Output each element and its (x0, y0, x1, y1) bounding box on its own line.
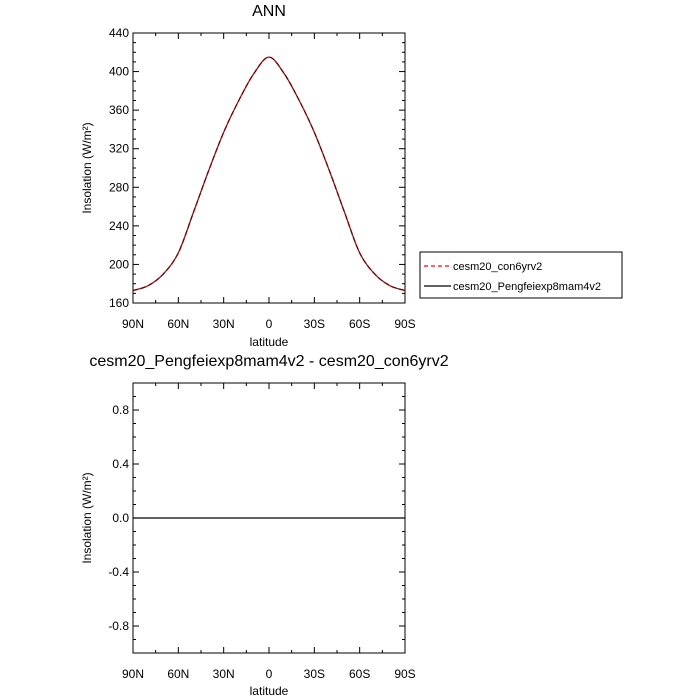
legend-label-con6yrv2: cesm20_con6yrv2 (453, 261, 542, 273)
x-tick-label: 90S (394, 667, 415, 681)
legend-label-pengfei: cesm20_Pengfeiexp8mam4v2 (453, 281, 601, 293)
x-tick-label: 90N (122, 667, 144, 681)
y-tick-label: 240 (109, 219, 129, 233)
x-tick-label: 0 (266, 317, 273, 331)
y-tick-label: 200 (109, 257, 129, 271)
y-tick-label: 0.4 (112, 457, 129, 471)
series-line-cesm20_Pengfeiexp8mam4v2 (132, 56, 406, 292)
y-tick-label: 160 (109, 296, 129, 310)
x-tick-label: 30N (213, 667, 235, 681)
top-chart-title: ANN (252, 3, 286, 20)
x-tick-label: 30N (213, 317, 235, 331)
bottom-chart-title: cesm20_Pengfeiexp8mam4v2 - cesm20_con6yr… (89, 353, 448, 370)
y-tick-label: 400 (109, 65, 129, 79)
bottom-x-axis: 90N 60N 30N 0 30S 60S 90S (122, 383, 416, 681)
y-tick-label: 320 (109, 142, 129, 156)
x-tick-label: 60S (349, 667, 370, 681)
top-x-axis-label: latitude (250, 335, 289, 349)
legend-box (419, 251, 623, 299)
x-tick-label: 60N (167, 317, 189, 331)
x-tick-label: 90N (122, 317, 144, 331)
top-x-axis: 90N 60N 30N 0 30S 60S 90S (122, 33, 416, 331)
y-tick-label: -0.4 (108, 565, 129, 579)
x-tick-label: 0 (266, 667, 273, 681)
x-tick-label: 30S (304, 667, 325, 681)
series-line-cesm20_con6yrv2 (132, 56, 406, 292)
x-tick-label: 60S (349, 317, 370, 331)
x-tick-label: 30S (304, 317, 325, 331)
bottom-y-axis: -0.8 -0.4 0.0 0.4 0.8 (108, 382, 405, 654)
y-tick-label: 0.0 (112, 511, 129, 525)
x-tick-label: 60N (167, 667, 189, 681)
y-tick-label: 0.8 (112, 403, 129, 417)
x-tick-label: 90S (394, 317, 415, 331)
top-y-axis-label: Insolation (W/m²) (80, 122, 94, 213)
top-series-lines (132, 56, 406, 292)
bottom-y-axis-label: Insolation (W/m²) (80, 472, 94, 563)
y-tick-label: 440 (109, 26, 129, 40)
top-plot-frame (132, 32, 406, 304)
y-tick-label: -0.8 (108, 619, 129, 633)
top-y-axis: 160 200 240 280 320 360 400 440 (109, 26, 405, 310)
bottom-x-axis-label: latitude (250, 684, 289, 698)
y-tick-label: 280 (109, 180, 129, 194)
y-tick-label: 360 (109, 103, 129, 117)
